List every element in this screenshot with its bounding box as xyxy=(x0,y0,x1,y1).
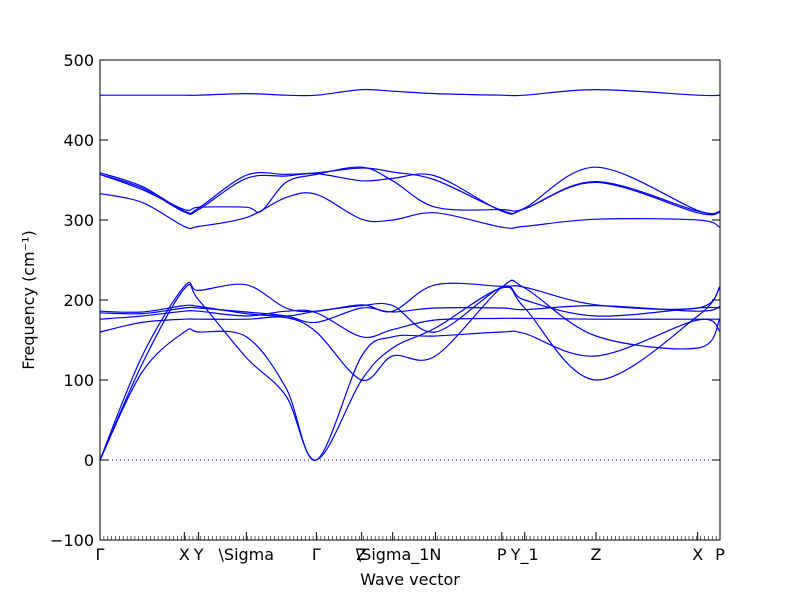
plot-area xyxy=(99,59,721,541)
x-tick-label: \Sigma_1 xyxy=(356,545,430,565)
y-axis-label: Frequency (cm⁻¹) xyxy=(19,230,38,369)
band-line-5 xyxy=(99,192,721,230)
x-tick-label: Y xyxy=(193,545,204,564)
x-tick-label: Y_1 xyxy=(510,545,539,565)
band-line-4 xyxy=(99,166,721,216)
x-tick-label: \Sigma xyxy=(219,545,275,564)
x-axis-label: Wave vector xyxy=(360,570,460,589)
y-tick-label: 100 xyxy=(63,371,94,390)
y-axis: −100 0 100 200 300 400 500 xyxy=(50,51,720,550)
band-line-8 xyxy=(99,318,721,461)
band-line-3 xyxy=(99,172,721,215)
band-line-12 xyxy=(99,285,721,333)
band-line-10 xyxy=(99,309,720,339)
x-tick-label: P xyxy=(497,545,507,564)
y-tick-label: −100 xyxy=(50,531,94,550)
x-tick-label: X xyxy=(179,545,190,564)
x-axis: Γ X Y \Sigma Γ Z\Sigma_1 N P Y_1 Z X P xyxy=(96,532,725,565)
x-tick-label: Z xyxy=(591,545,602,564)
y-tick-label: 300 xyxy=(63,211,94,230)
x-tick-label: N xyxy=(429,545,441,564)
x-tick-label: P xyxy=(715,545,725,564)
x-tick-label: Z xyxy=(356,545,367,564)
band-line-6 xyxy=(99,281,721,461)
band-line-11 xyxy=(99,304,721,324)
y-tick-label: 500 xyxy=(63,51,94,70)
x-tick-label: Γ xyxy=(312,545,321,564)
band-line-2 xyxy=(99,166,721,215)
band-line-1 xyxy=(100,88,721,97)
y-tick-label: 200 xyxy=(63,291,94,310)
y-tick-label: 400 xyxy=(63,131,94,150)
band-line-9 xyxy=(99,279,721,381)
x-tick-label: Γ xyxy=(96,545,105,564)
y-tick-label: 0 xyxy=(84,451,94,470)
x-tick-label: X xyxy=(692,545,703,564)
